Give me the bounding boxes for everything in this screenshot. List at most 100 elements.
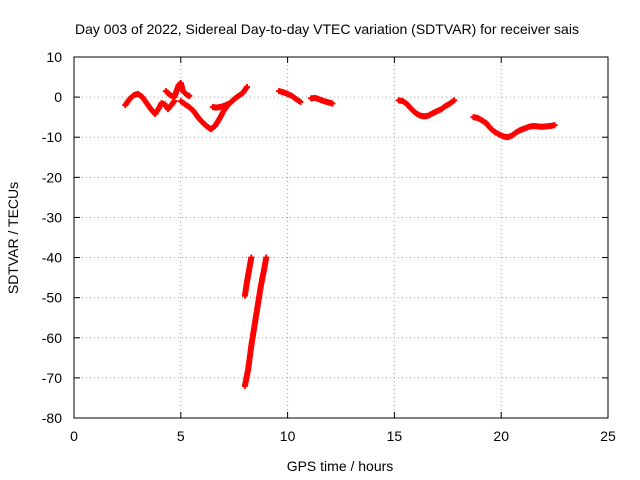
data-point	[404, 101, 411, 108]
data-point	[137, 93, 144, 100]
data-point	[297, 98, 304, 105]
data-point	[182, 90, 189, 97]
y-tick-label: -50	[42, 290, 62, 306]
data-point	[486, 124, 493, 131]
data-point	[142, 98, 149, 105]
data-point	[166, 104, 173, 111]
data-point	[200, 120, 207, 127]
data-point	[198, 117, 205, 124]
data-point	[180, 100, 187, 107]
tick-labels: 0 5 10 15 20 25 10 0 -10 -20 -30 -40 -50 -60 -70 -80	[42, 49, 616, 444]
data-point	[170, 99, 177, 106]
data-point	[162, 88, 169, 95]
data-point	[488, 126, 495, 133]
data-point	[139, 94, 146, 101]
data-point	[203, 122, 210, 129]
y-tick-label: -40	[42, 250, 62, 266]
data-point	[551, 122, 558, 129]
data-point	[189, 106, 196, 113]
data-point	[193, 112, 200, 119]
data-points	[122, 80, 558, 389]
y-tick-label: -70	[42, 370, 62, 386]
data-point	[242, 85, 249, 92]
data-point	[126, 96, 133, 103]
y-tick-label: -10	[42, 129, 62, 145]
data-point	[122, 102, 129, 109]
data-point	[152, 110, 159, 117]
data-point	[510, 131, 517, 138]
data-point	[411, 108, 418, 115]
data-point	[240, 88, 247, 95]
data-point	[187, 105, 194, 112]
x-tick-label: 25	[600, 428, 616, 444]
x-tick-label: 0	[70, 428, 78, 444]
x-tick-label: 5	[177, 428, 185, 444]
data-point	[508, 132, 515, 139]
data-point	[222, 105, 229, 112]
data-point	[401, 99, 408, 106]
data-point	[210, 124, 217, 131]
data-point	[409, 107, 416, 114]
data-point	[179, 88, 186, 95]
data-point	[167, 103, 174, 110]
data-point	[484, 121, 491, 128]
data-point	[451, 97, 458, 104]
data-point	[438, 106, 445, 113]
data-point	[439, 105, 446, 112]
data-point	[197, 116, 204, 123]
data-point	[207, 126, 214, 133]
data-point	[143, 100, 150, 107]
data-point	[194, 114, 201, 121]
data-point	[232, 95, 239, 102]
grid-lines	[74, 57, 608, 418]
data-point	[135, 90, 142, 97]
data-point	[161, 101, 168, 108]
data-point	[147, 106, 154, 113]
data-point	[144, 101, 151, 108]
data-point	[329, 100, 336, 107]
data-point	[511, 130, 518, 137]
data-point	[228, 98, 235, 105]
data-point	[125, 97, 132, 104]
data-point	[204, 124, 211, 131]
data-point	[179, 99, 186, 106]
data-point	[141, 97, 148, 104]
data-point	[408, 106, 415, 113]
x-axis-label: GPS time / hours	[287, 458, 394, 474]
data-point	[192, 111, 199, 118]
data-point	[148, 107, 155, 114]
y-tick-label: 0	[54, 89, 62, 105]
data-point	[483, 120, 490, 127]
chart-title: Day 003 of 2022, Sidereal Day-to-day VTE…	[75, 21, 579, 37]
data-point	[164, 89, 171, 96]
data-point	[399, 98, 406, 105]
data-point	[244, 84, 251, 91]
data-point	[150, 108, 157, 115]
data-point	[154, 107, 161, 114]
data-point	[231, 96, 238, 103]
data-point	[190, 108, 197, 115]
y-tick-label: -30	[42, 209, 62, 225]
data-point	[290, 93, 297, 100]
data-point	[169, 100, 176, 107]
y-tick-label: -20	[42, 169, 62, 185]
data-point	[136, 91, 143, 98]
data-point	[140, 95, 147, 102]
data-point	[199, 118, 206, 125]
data-point	[127, 94, 134, 101]
data-point	[162, 102, 169, 109]
x-tick-label: 20	[493, 428, 509, 444]
data-point	[239, 90, 246, 97]
data-point	[241, 86, 248, 93]
data-point	[165, 90, 172, 97]
data-point	[402, 100, 409, 107]
data-point	[195, 115, 202, 122]
y-tick-label: -80	[42, 410, 62, 426]
data-point	[263, 254, 270, 261]
data-point	[164, 106, 171, 113]
data-point	[407, 104, 414, 111]
data-point	[487, 125, 494, 132]
data-point	[490, 127, 497, 134]
data-point	[485, 122, 492, 129]
y-axis-label: SDTVAR / TECUs	[5, 182, 21, 294]
